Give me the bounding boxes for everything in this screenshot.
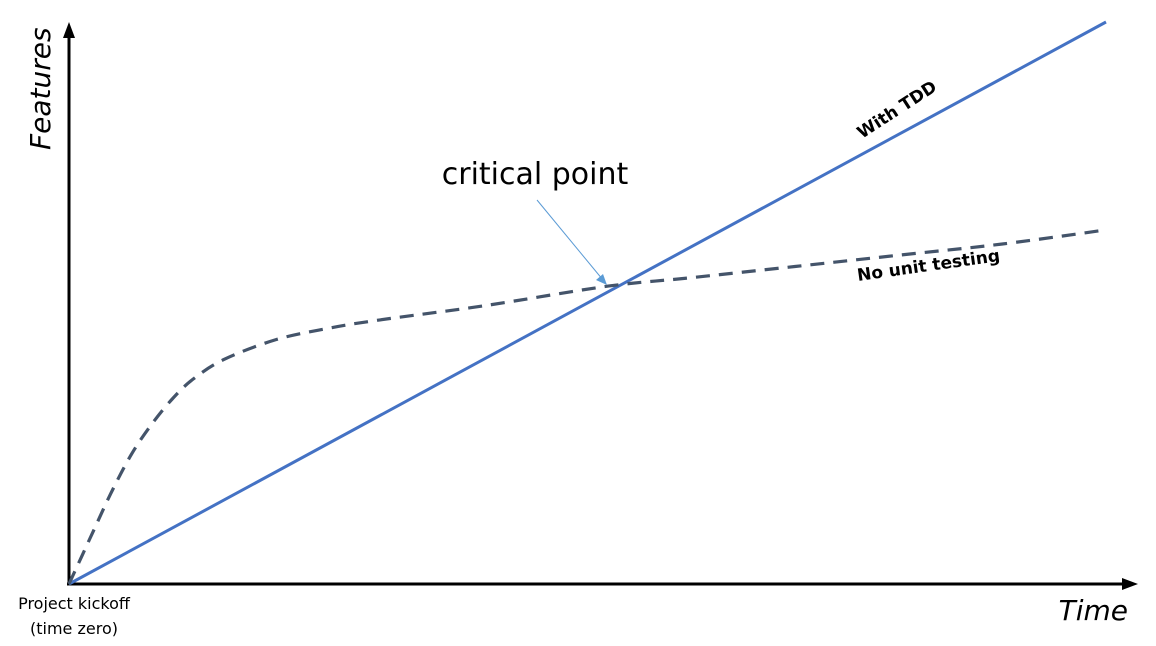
- x-axis-title: Time: [1059, 594, 1128, 627]
- y-axis-arrowhead: [63, 22, 75, 38]
- x-axis-arrowhead: [1122, 578, 1138, 590]
- y-axis-title: Features: [24, 27, 57, 150]
- annotation-callout: [536, 199, 607, 285]
- series-line-no-unit-testing: [67, 228, 1107, 585]
- origin-label-line-1: Project kickoff: [18, 594, 131, 613]
- series-layer: [67, 20, 1107, 586]
- series-line-with-tdd: [68, 20, 1107, 586]
- annotation-text: critical point: [442, 157, 629, 192]
- annotation-arrowhead: [596, 274, 607, 285]
- origin-label-line-2: (time zero): [30, 619, 118, 638]
- series-label-with-tdd: With TDD: [854, 77, 941, 143]
- annotation-arrow: [536, 199, 604, 281]
- axes: [63, 22, 1138, 590]
